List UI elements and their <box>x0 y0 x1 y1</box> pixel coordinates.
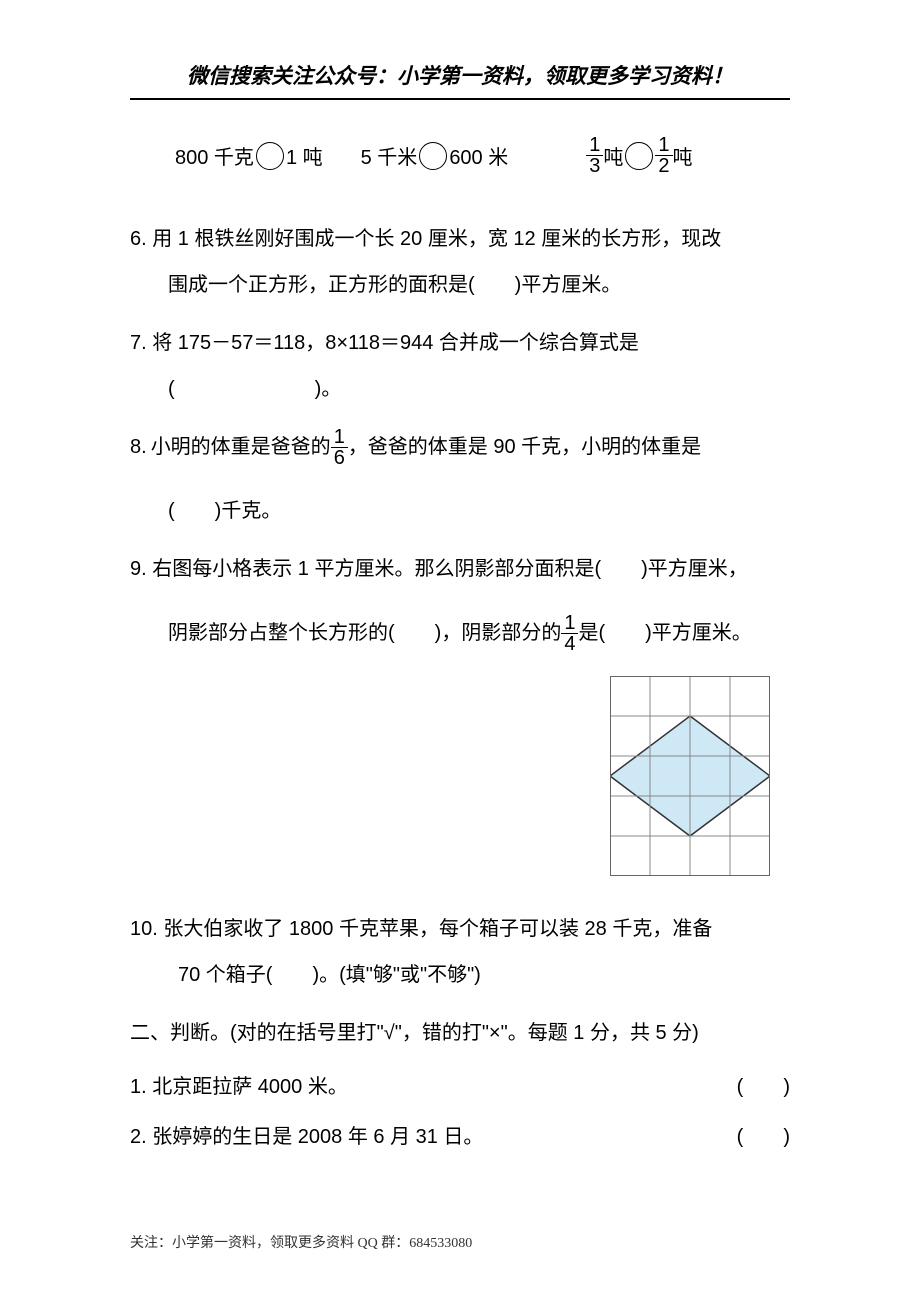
question-body: 阴影部分占整个长方形的( )，阴影部分的 1 4 是( )平方厘米。 <box>130 610 790 656</box>
comparison-item-1: 800 千克 1 吨 <box>175 141 323 170</box>
question-6: 6. 用 1 根铁丝刚好围成一个长 20 厘米，宽 12 厘米的长方形，现改 围… <box>130 216 790 308</box>
comparison-row: 800 千克 1 吨 5 千米 600 米 1 3 吨 1 2 吨 <box>175 135 790 176</box>
grid-diamond-diagram <box>610 676 770 876</box>
question-text: 将 175－57＝118，8×118＝944 合并成一个综合算式是 <box>152 332 639 354</box>
page-footer: 关注：小学第一资料，领取更多资料 QQ 群：684533080 <box>130 1232 472 1252</box>
question-9: 9. 右图每小格表示 1 平方厘米。那么阴影部分面积是( )平方厘米， 阴影部分… <box>130 546 790 656</box>
judge-bracket: ( ) <box>737 1114 790 1160</box>
fraction-numerator: 1 <box>655 135 672 156</box>
question-text-pre: 小明的体重是爸爸的 <box>151 424 331 470</box>
fraction-1-6: 1 6 <box>331 427 348 468</box>
question-number: 10. <box>130 906 158 952</box>
comparison-item-2: 5 千米 600 米 <box>361 141 509 170</box>
fraction-1-2: 1 2 <box>655 135 672 176</box>
page-header: 微信搜索关注公众号：小学第一资料，领取更多学习资料！ <box>130 60 790 100</box>
diagram-container <box>130 676 790 876</box>
question-number: 6. <box>130 216 147 262</box>
question-text: 用 1 根铁丝刚好围成一个长 20 厘米，宽 12 厘米的长方形，现改 <box>152 228 721 250</box>
question-text-pre: 阴影部分占整个长方形的( )，阴影部分的 <box>168 610 561 656</box>
judge-text: 2. 张婷婷的生日是 2008 年 6 月 31 日。 <box>130 1114 483 1160</box>
question-7: 7. 将 175－57＝118，8×118＝944 合并成一个综合算式是 ( )… <box>130 320 790 412</box>
question-text: 右图每小格表示 1 平方厘米。那么阴影部分面积是( )平方厘米， <box>152 558 748 580</box>
question-body: ( )。 <box>130 366 790 412</box>
judge-item-2: 2. 张婷婷的生日是 2008 年 6 月 31 日。 ( ) <box>130 1114 790 1160</box>
fraction-denominator: 6 <box>331 448 348 468</box>
question-text: 张大伯家收了 1800 千克苹果，每个箱子可以装 28 千克，准备 <box>163 918 712 940</box>
question-number: 7. <box>130 320 147 366</box>
compare-circle-icon <box>625 142 653 170</box>
comp2-right: 600 米 <box>449 141 508 170</box>
fraction-numerator: 1 <box>586 135 603 156</box>
question-text-post: ，爸爸的体重是 90 千克，小明的体重是 <box>348 424 701 470</box>
judge-bracket: ( ) <box>737 1064 790 1110</box>
question-body: ( )千克。 <box>130 488 790 534</box>
fraction-denominator: 4 <box>561 634 578 654</box>
fraction-denominator: 3 <box>586 156 603 176</box>
comparison-item-3: 1 3 吨 1 2 吨 <box>586 135 692 176</box>
judge-text: 1. 北京距拉萨 4000 米。 <box>130 1064 348 1110</box>
fraction-denominator: 2 <box>655 156 672 176</box>
question-10: 10. 张大伯家收了 1800 千克苹果，每个箱子可以装 28 千克，准备 70… <box>130 906 790 998</box>
fraction-numerator: 1 <box>561 613 578 634</box>
compare-circle-icon <box>419 142 447 170</box>
comp3-unit1: 吨 <box>603 141 623 170</box>
comp1-right: 1 吨 <box>286 141 323 170</box>
comp1-left: 800 千克 <box>175 141 254 170</box>
judge-item-1: 1. 北京距拉萨 4000 米。 ( ) <box>130 1064 790 1110</box>
question-body: 围成一个正方形，正方形的面积是( )平方厘米。 <box>130 262 790 308</box>
question-text-post: 是( )平方厘米。 <box>578 610 751 656</box>
section-2-title: 二、判断。(对的在括号里打"√"，错的打"×"。每题 1 分，共 5 分) <box>130 1010 790 1056</box>
question-number: 9. <box>130 546 147 592</box>
question-8: 8. 小明的体重是爸爸的 1 6 ，爸爸的体重是 90 千克，小明的体重是 ( … <box>130 424 790 534</box>
compare-circle-icon <box>256 142 284 170</box>
question-number: 8. <box>130 424 147 470</box>
fraction-numerator: 1 <box>331 427 348 448</box>
comp3-unit2: 吨 <box>673 141 693 170</box>
fraction-1-3: 1 3 <box>586 135 603 176</box>
fraction-1-4: 1 4 <box>561 613 578 654</box>
comp2-left: 5 千米 <box>361 141 418 170</box>
question-body: 70 个箱子( )。(填"够"或"不够") <box>130 952 790 998</box>
